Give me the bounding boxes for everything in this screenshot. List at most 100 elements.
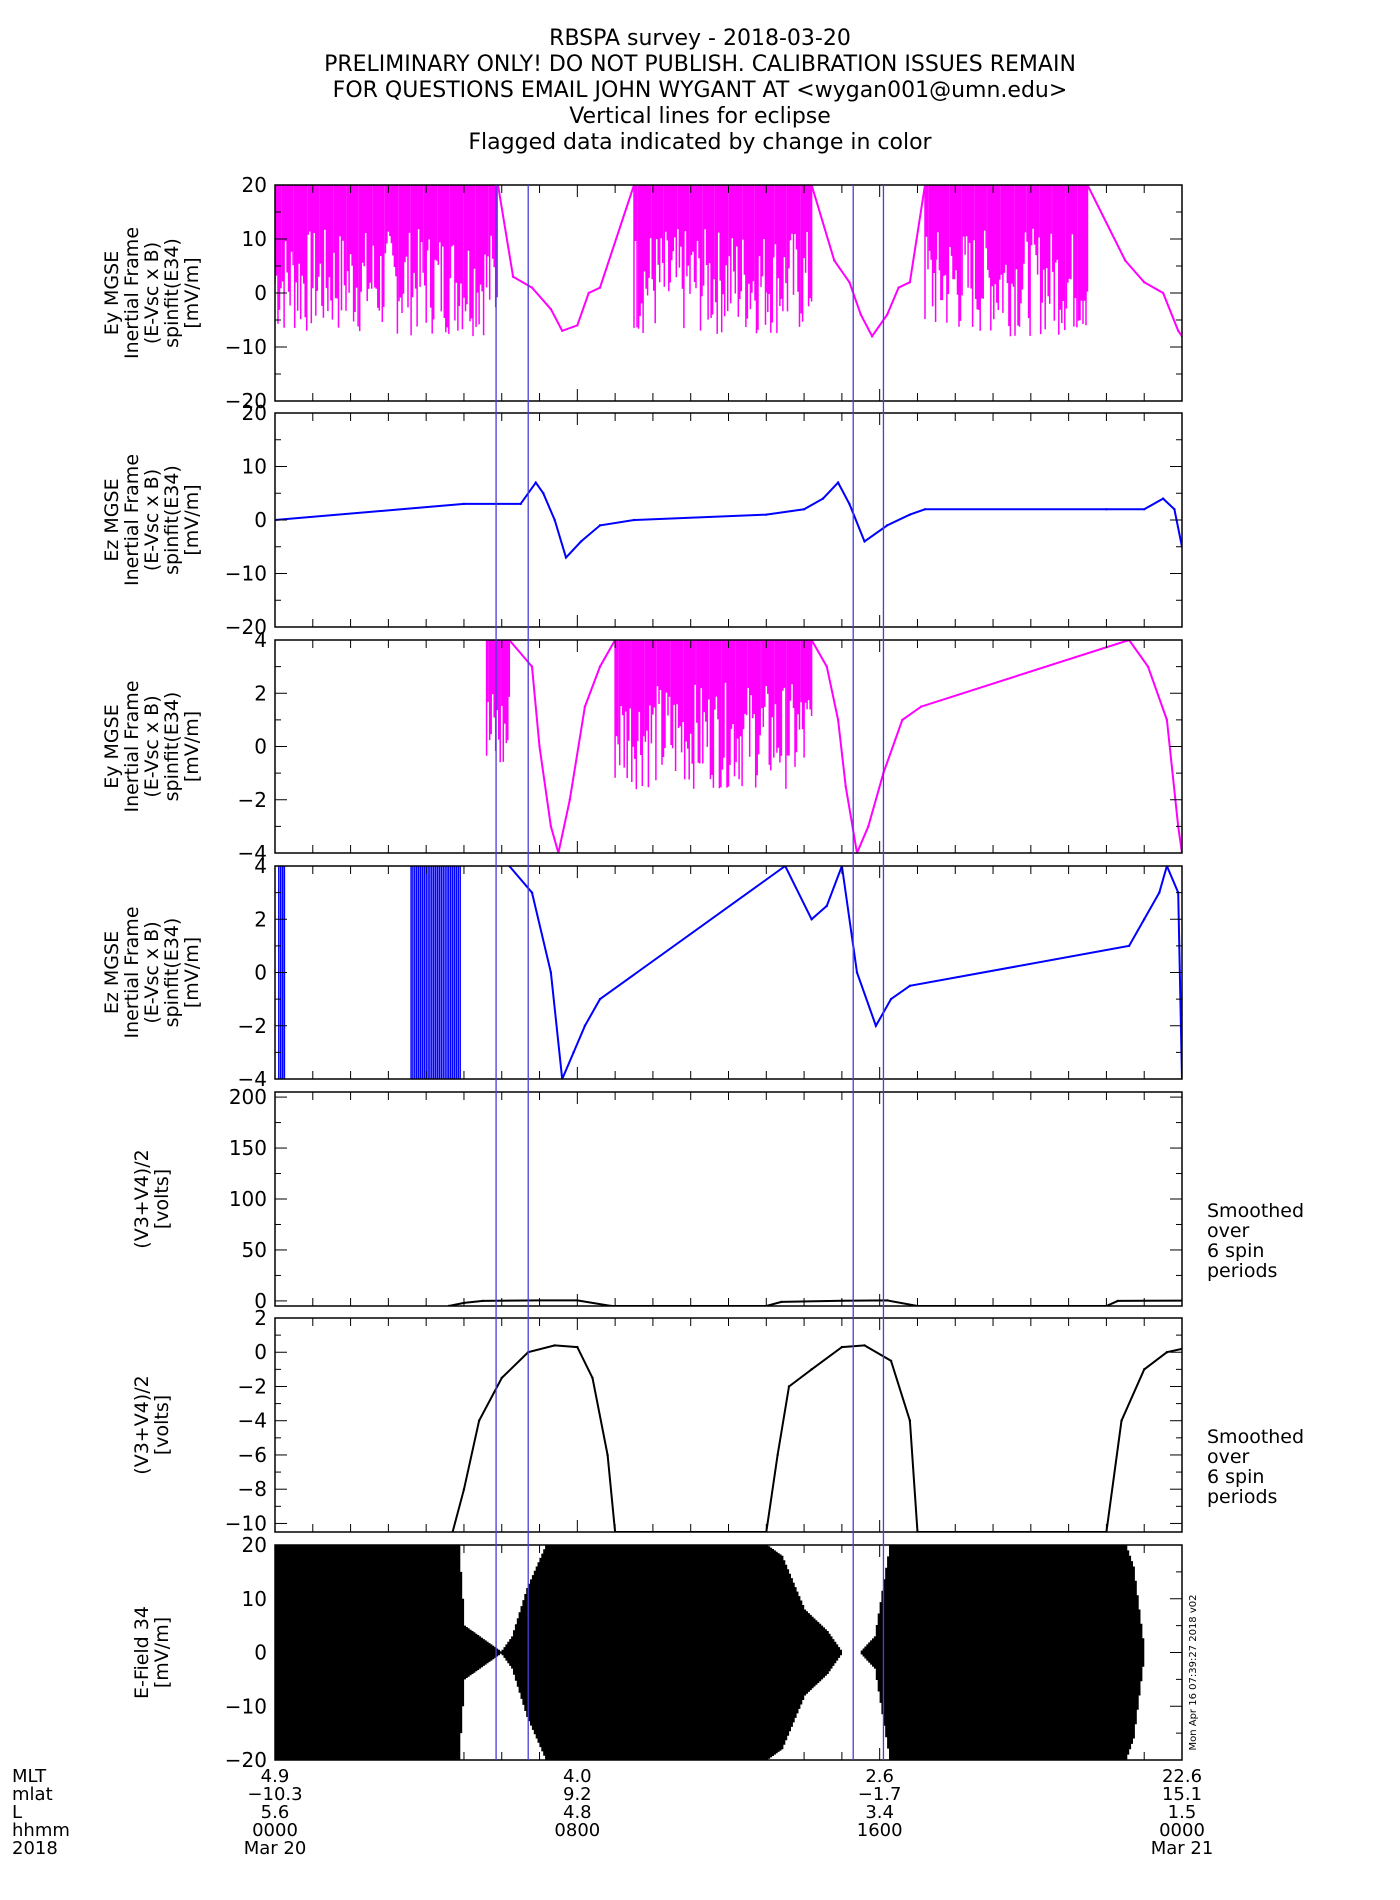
noise-bursts (278, 866, 461, 1079)
y-tick-label: 4 (254, 854, 267, 878)
panel-data-group (275, 480, 1182, 560)
time-axis-value: 0000 (252, 1820, 298, 1841)
data-point (1116, 1299, 1119, 1303)
title-line-2: PRELIMINARY ONLY! DO NOT PUBLISH. CALIBR… (324, 52, 1076, 77)
y-axis-label: [mV/m] (181, 257, 203, 328)
data-point (848, 281, 851, 284)
data-point (810, 918, 813, 921)
time-axis-value: 1.5 (1168, 1802, 1197, 1823)
y-axis-label: (E-Vsc x B) (141, 242, 163, 344)
side-note: over (1207, 1220, 1250, 1242)
data-point (576, 324, 579, 327)
data-point (1143, 1368, 1146, 1371)
y-axis-label: Ey MGSE (101, 251, 123, 335)
data-point (538, 745, 541, 748)
data-point (598, 286, 602, 289)
title-line-1: RBSPA survey - 2018-03-20 (549, 26, 851, 51)
y-tick-label: 20 (242, 173, 267, 197)
side-note: periods (1207, 1260, 1277, 1282)
panel-frame (274, 1091, 1183, 1307)
data-point (1161, 497, 1165, 500)
header-svg: RBSPA survey - 2018-03-20 PRELIMINARY ON… (324, 26, 1076, 155)
data-point (579, 540, 583, 543)
side-note: periods (1207, 1486, 1277, 1508)
data-point (780, 1300, 783, 1304)
y-tick-label: 0 (254, 281, 267, 305)
series-line (451, 1344, 1182, 1532)
y-tick-label: −4 (238, 1409, 267, 1433)
data-point (833, 259, 836, 262)
time-axis-value: 3.4 (865, 1802, 894, 1823)
data-point (530, 286, 534, 289)
panel-data-group (275, 185, 1182, 339)
data-point (549, 971, 553, 974)
y-axis-label: Inertial Frame (121, 680, 143, 812)
series-line (275, 480, 1182, 560)
panel-5 (274, 1091, 1183, 1307)
y-tick-label: −2 (238, 1014, 267, 1038)
y-axis-label: E-Field 34 (131, 1606, 153, 1699)
y-tick-label: −10 (225, 335, 267, 359)
plot-stamp: Mon Apr 16 07:39:27 2018 v02 (1188, 1594, 1199, 1750)
data-point (908, 513, 912, 516)
y-axis-label: [mV/m] (181, 937, 203, 1008)
y-tick-label: 50 (242, 1238, 267, 1262)
y-axis-label: (E-Vsc x B) (141, 695, 163, 797)
data-point (534, 481, 537, 484)
data-point (598, 665, 602, 668)
time-axis-row-label: L (12, 1802, 22, 1823)
series-line (448, 1299, 1182, 1306)
data-point (908, 984, 912, 988)
data-point (821, 497, 825, 500)
y-axis-label: [mV/m] (151, 1617, 173, 1688)
panel-data-group (275, 1545, 1145, 1760)
data-point (572, 1051, 575, 1054)
y-axis-label: Inertial Frame (121, 454, 143, 586)
title-line-5: Flagged data indicated by change in colo… (468, 130, 932, 155)
data-point (549, 308, 553, 311)
data-point (1158, 891, 1161, 894)
data-point (583, 705, 587, 708)
y-tick-label: 20 (242, 401, 267, 425)
data-point (549, 825, 553, 828)
data-point (1173, 508, 1176, 511)
y-axis-label: Ez MGSE (101, 931, 123, 1014)
data-point (1120, 1419, 1123, 1422)
panel-4 (274, 865, 1183, 1080)
panel-frame (274, 1317, 1183, 1533)
title-line-4: Vertical lines for eclipse (569, 104, 831, 129)
data-point (1146, 665, 1150, 668)
efield-envelope (275, 1545, 1145, 1760)
panel-data-group (485, 640, 1182, 853)
y-tick-label: −20 (225, 615, 267, 639)
data-point (889, 1359, 893, 1363)
data-point (561, 329, 564, 332)
data-point (564, 556, 568, 559)
y-tick-label: −4 (238, 841, 267, 865)
y-axis-label: (E-Vsc x B) (141, 921, 163, 1023)
data-point (908, 281, 912, 284)
data-point (863, 540, 866, 543)
y-axis-label: [volts] (151, 1395, 173, 1455)
side-note: 6 spin (1207, 1466, 1264, 1488)
data-point (462, 502, 466, 506)
time-axis-value: 4.0 (563, 1766, 592, 1787)
side-note: over (1207, 1446, 1250, 1468)
y-tick-label: −6 (238, 1443, 267, 1467)
time-axis-row-label: hhmm (12, 1820, 70, 1841)
y-tick-label: −10 (225, 1694, 267, 1718)
y-axis-label: Ez MGSE (101, 478, 123, 561)
data-point (1165, 1351, 1169, 1354)
y-axis-label: spinfit(E34) (161, 465, 183, 575)
data-point (897, 286, 900, 289)
time-axis-value: −10.3 (247, 1784, 302, 1805)
data-point (1143, 281, 1146, 284)
y-axis-label: [volts] (151, 1169, 173, 1229)
data-point (511, 275, 515, 278)
data-point (901, 718, 904, 722)
y-tick-label: 10 (242, 227, 267, 251)
y-tick-label: −2 (238, 788, 267, 812)
time-axis-value: 0000 (1159, 1820, 1205, 1841)
time-axis-value: Mar 21 (1151, 1838, 1214, 1859)
